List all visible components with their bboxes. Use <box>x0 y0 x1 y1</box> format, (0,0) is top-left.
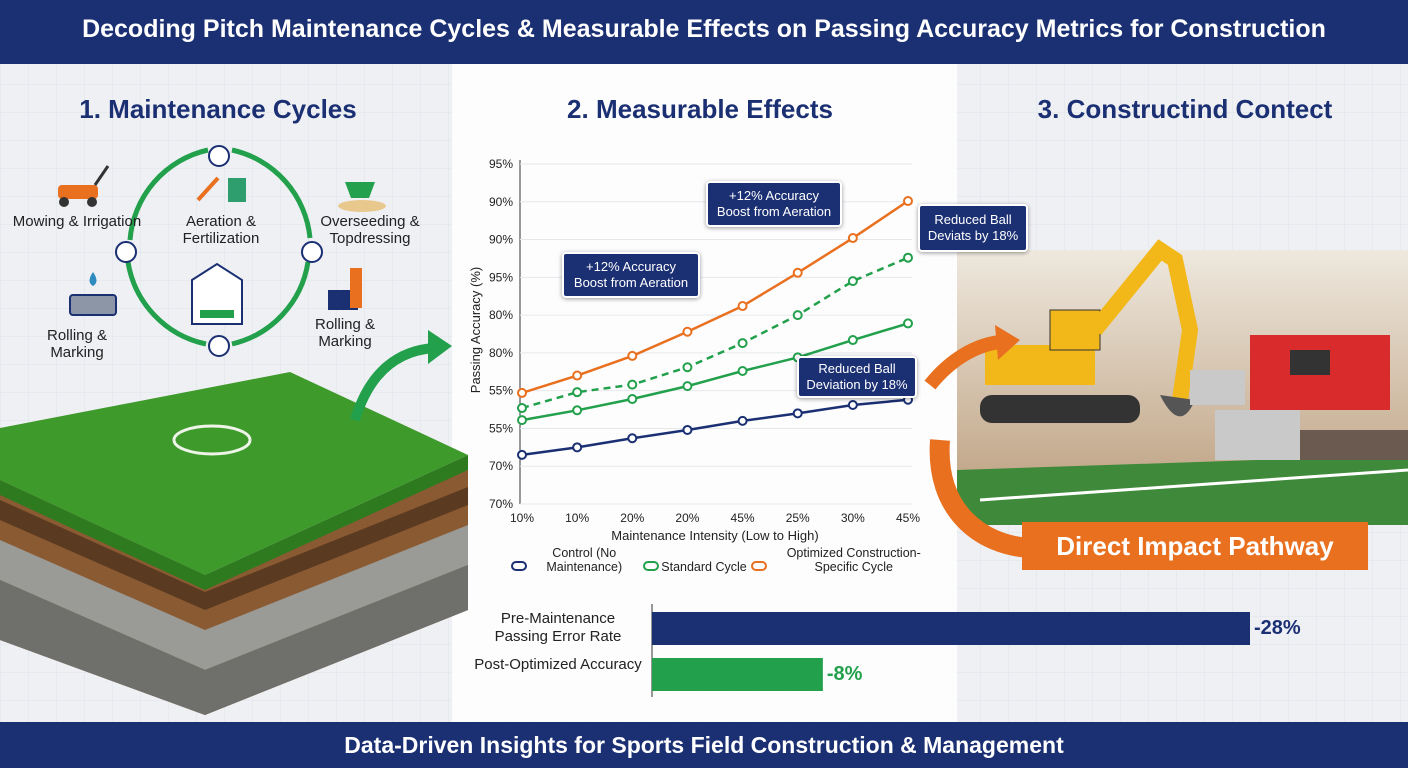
series-line <box>521 398 909 457</box>
data-point <box>737 338 748 349</box>
bar <box>652 612 1250 645</box>
legend-swatch <box>511 561 528 571</box>
x-tick-label: 20% <box>675 511 699 525</box>
impact-arrow <box>929 439 1031 558</box>
y-tick-label: 80% <box>489 346 513 360</box>
data-point <box>517 403 527 414</box>
cycle-step: Rolling & Marking <box>46 327 108 361</box>
cycle-ring <box>125 147 313 347</box>
data-point <box>792 310 803 321</box>
y-tick-label: 90% <box>489 195 513 209</box>
x-axis-label: Maintenance Intensity (Low to High) <box>611 528 818 543</box>
cycle-step: Overseeding & Topdressing <box>320 213 420 247</box>
data-point <box>792 267 803 278</box>
data-point <box>737 415 748 426</box>
construction-scene <box>957 239 1408 525</box>
data-point <box>627 350 638 361</box>
data-point <box>572 442 583 453</box>
y-tick-label: 80% <box>489 308 513 322</box>
y-tick-label: 70% <box>489 459 513 473</box>
series-line <box>521 199 909 395</box>
y-tick-label: 95% <box>489 270 513 284</box>
header-title: Decoding Pitch Maintenance Cycles & Meas… <box>82 15 1326 43</box>
impact-banner <box>1022 522 1368 570</box>
data-point <box>682 424 693 435</box>
data-point <box>737 366 748 377</box>
y-tick-label: 70% <box>489 497 513 511</box>
data-point <box>572 370 583 381</box>
x-tick-label: 10% <box>510 511 534 525</box>
legend-label: Standard Cycle <box>661 560 747 574</box>
value-label: -8% <box>826 663 863 685</box>
turf-cross-section <box>0 372 468 715</box>
data-point <box>627 393 638 404</box>
data-point <box>737 301 748 312</box>
section-title: 3. Constructind Contect <box>1037 94 1333 124</box>
value-label: -28% <box>1254 617 1301 639</box>
annotation: Reduced Ball Deviats by 18% <box>918 204 1028 252</box>
cycle-icons <box>58 165 386 325</box>
data-point <box>627 379 638 390</box>
data-point <box>572 387 583 398</box>
data-point <box>682 362 693 373</box>
impact-arrow-top <box>924 335 1002 390</box>
series-line <box>521 256 909 410</box>
data-point <box>903 318 913 329</box>
footer-text: Data-Driven Insights for Sports Field Co… <box>344 732 1064 758</box>
data-point <box>847 233 858 244</box>
legend-swatch <box>750 561 767 571</box>
y-tick-label: 55% <box>489 421 513 435</box>
legend-label: Control (No Maintenance) <box>546 546 623 574</box>
bar-category: Post-Optimized Accuracy <box>474 656 642 673</box>
footer-bar <box>0 722 1408 768</box>
cycle-step: Aeration & Fertilization <box>182 213 260 247</box>
flow-arrowhead <box>428 330 452 364</box>
annotation: +12% Accuracy Boost from Aeration <box>706 181 842 227</box>
bar <box>652 658 823 691</box>
legend-item: Optimized Construction-Specific Cycle <box>750 546 939 574</box>
section-title: 2. Measurable Effects <box>567 94 833 124</box>
header-bar <box>0 0 1408 64</box>
y-tick-label: 90% <box>489 233 513 247</box>
data-point <box>682 381 693 392</box>
x-tick-label: 45% <box>731 511 755 525</box>
cycle-step: Rolling & Marking <box>314 316 376 350</box>
legend-item: Standard Cycle <box>643 560 747 574</box>
x-tick-label: 45% <box>896 511 920 525</box>
data-point <box>847 335 858 346</box>
data-point <box>847 400 858 411</box>
data-point <box>517 415 527 426</box>
x-tick-label: 20% <box>620 511 644 525</box>
data-point <box>572 405 583 416</box>
annotation: Reduced Ball Deviation by 18% <box>797 356 917 398</box>
flow-arrow <box>350 343 436 422</box>
annotation: +12% Accuracy Boost from Aeration <box>562 252 700 298</box>
legend: Control (No Maintenance) Standard Cycle Op… <box>500 546 950 574</box>
data-point <box>682 326 693 337</box>
y-axis-label: Passing Accuracy (%) <box>468 267 483 393</box>
x-tick-label: 30% <box>841 511 865 525</box>
bar-category: Pre-Maintenance Passing Error Rate <box>494 610 622 645</box>
legend-swatch <box>643 561 660 571</box>
impact-label: Direct Impact Pathway <box>1056 531 1334 561</box>
y-tick-label: 95% <box>489 157 513 171</box>
data-point <box>627 433 638 444</box>
legend-item: Control (No Maintenance) <box>511 546 639 574</box>
impact-arrowhead <box>995 325 1020 360</box>
y-tick-label: 55% <box>489 384 513 398</box>
series-line <box>521 322 909 422</box>
x-tick-label: 10% <box>565 511 589 525</box>
clock-icons <box>115 145 323 357</box>
data-point <box>903 252 913 263</box>
data-point <box>517 449 527 460</box>
data-point <box>903 196 913 207</box>
data-point <box>847 276 858 287</box>
cycle-step: Mowing & Irrigation <box>12 213 142 230</box>
x-tick-label: 25% <box>786 511 810 525</box>
data-point <box>792 408 803 419</box>
data-point <box>517 387 527 398</box>
section-title: 1. Maintenance Cycles <box>79 94 357 124</box>
legend-label: Optimized Construction-Specific Cycle <box>786 546 921 574</box>
